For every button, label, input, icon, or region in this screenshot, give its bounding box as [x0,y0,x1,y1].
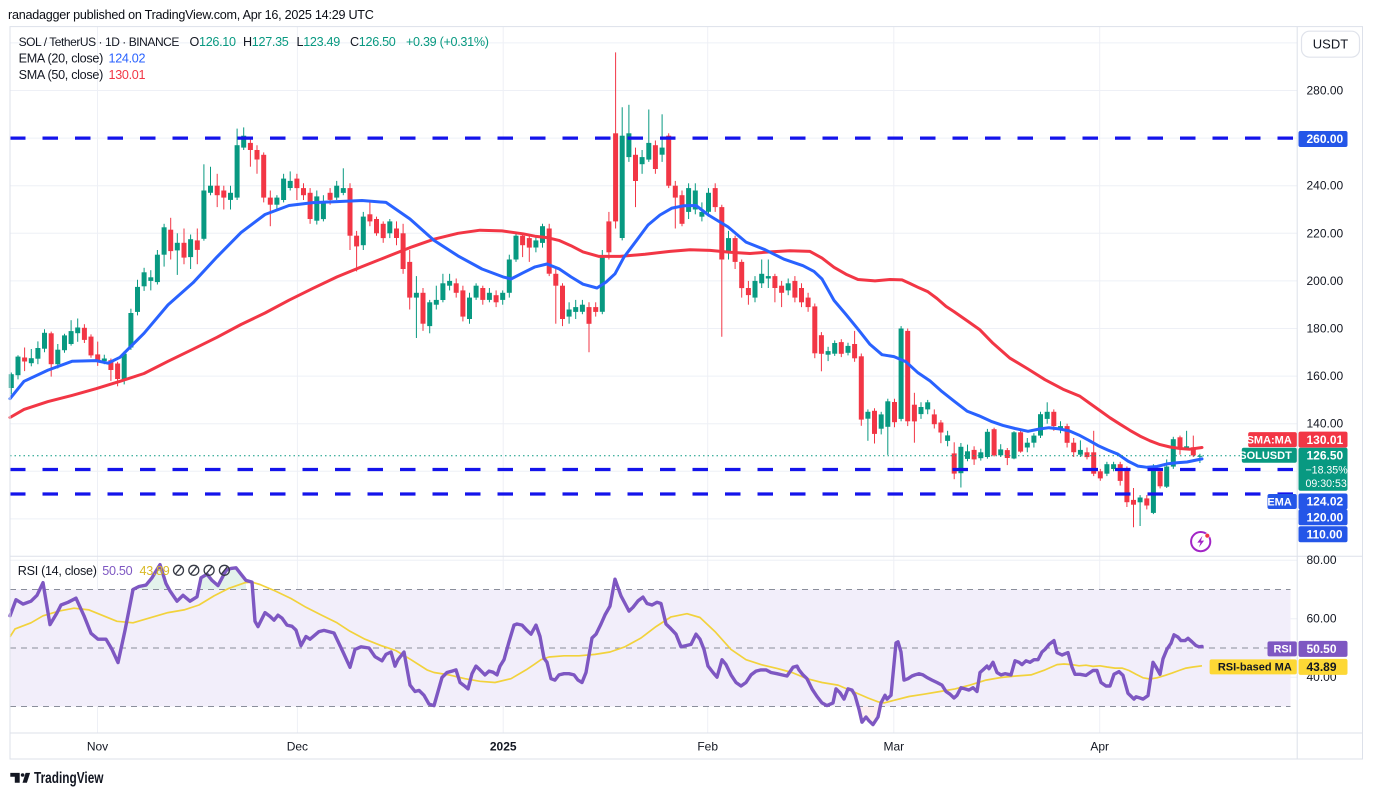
svg-text:130.01: 130.01 [1307,433,1344,447]
svg-text:180.00: 180.00 [1307,322,1344,336]
svg-text:ranadagger published on Tradin: ranadagger published on TradingView.com,… [8,8,374,22]
svg-text:EMA (20, close)124.02: EMA (20, close) 124.02 [19,52,146,66]
svg-text:160.00: 160.00 [1307,369,1344,383]
svg-text:120.00: 120.00 [1307,511,1344,525]
svg-text:RSI-based MA: RSI-based MA [1218,662,1292,674]
svg-text:Feb: Feb [697,740,718,754]
svg-text:260.00: 260.00 [1307,132,1344,146]
svg-text:50.50: 50.50 [1307,642,1337,656]
svg-text:Mar: Mar [883,740,904,754]
svg-text:EMA: EMA [1267,496,1292,508]
svg-text:240.00: 240.00 [1307,179,1344,193]
svg-text:TradingView: TradingView [34,770,104,787]
svg-text:60.00: 60.00 [1307,612,1337,626]
svg-text:Dec: Dec [287,740,308,754]
svg-text:SOLUSDT: SOLUSDT [1239,450,1292,462]
svg-text:USDT: USDT [1313,37,1348,52]
svg-text:SMA:MA: SMA:MA [1247,434,1292,446]
svg-text:200.00: 200.00 [1307,274,1344,288]
svg-text:124.02: 124.02 [1307,495,1344,509]
svg-text:220.00: 220.00 [1307,226,1344,240]
svg-text:126.50: 126.50 [1307,449,1344,463]
svg-text:110.00: 110.00 [1307,528,1343,542]
svg-text:09:30:53: 09:30:53 [1306,478,1347,490]
svg-text:Apr: Apr [1090,740,1109,754]
svg-text:140.00: 140.00 [1307,417,1344,431]
svg-text:SOL / TetherUS · 1D · BINANCE: SOL / TetherUS · 1D · BINANCE [19,35,180,49]
svg-text:280.00: 280.00 [1307,84,1344,98]
svg-text:−18.35%: −18.35% [1306,465,1349,477]
svg-text:2025: 2025 [490,740,517,754]
svg-text:43.89: 43.89 [1307,660,1337,674]
svg-text:80.00: 80.00 [1307,553,1337,567]
svg-text:SMA (50, close)130.01: SMA (50, close) 130.01 [19,68,146,82]
svg-text:Nov: Nov [87,740,108,754]
svg-text:RSI: RSI [1273,644,1291,656]
